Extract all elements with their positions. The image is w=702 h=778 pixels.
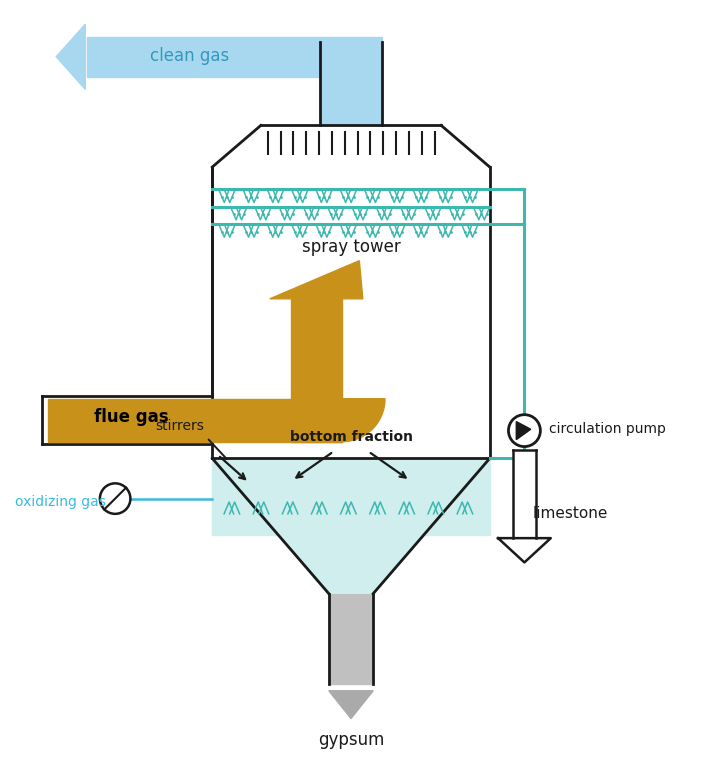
Text: clean gas: clean gas xyxy=(150,47,229,65)
Circle shape xyxy=(100,483,131,513)
Text: stirrers: stirrers xyxy=(155,419,204,433)
Text: circulation pump: circulation pump xyxy=(549,422,665,436)
Polygon shape xyxy=(212,458,490,534)
Circle shape xyxy=(508,415,541,447)
Polygon shape xyxy=(498,538,551,562)
Polygon shape xyxy=(329,594,373,684)
Polygon shape xyxy=(270,261,363,299)
Polygon shape xyxy=(512,450,536,538)
Text: oxidizing gas: oxidizing gas xyxy=(15,495,105,509)
Polygon shape xyxy=(516,422,531,440)
Text: bottom fraction: bottom fraction xyxy=(289,430,413,444)
Polygon shape xyxy=(285,42,320,77)
Polygon shape xyxy=(48,398,342,442)
Text: gypsum: gypsum xyxy=(318,731,384,749)
Polygon shape xyxy=(320,37,382,125)
Text: flue gas: flue gas xyxy=(94,408,169,426)
Text: spray tower: spray tower xyxy=(302,238,400,256)
Polygon shape xyxy=(212,125,490,167)
Polygon shape xyxy=(342,356,385,442)
Polygon shape xyxy=(329,691,373,719)
Text: limestone: limestone xyxy=(533,506,608,520)
Polygon shape xyxy=(212,458,490,594)
Polygon shape xyxy=(320,42,382,125)
Polygon shape xyxy=(88,37,320,77)
Polygon shape xyxy=(56,24,86,89)
Polygon shape xyxy=(291,299,342,442)
